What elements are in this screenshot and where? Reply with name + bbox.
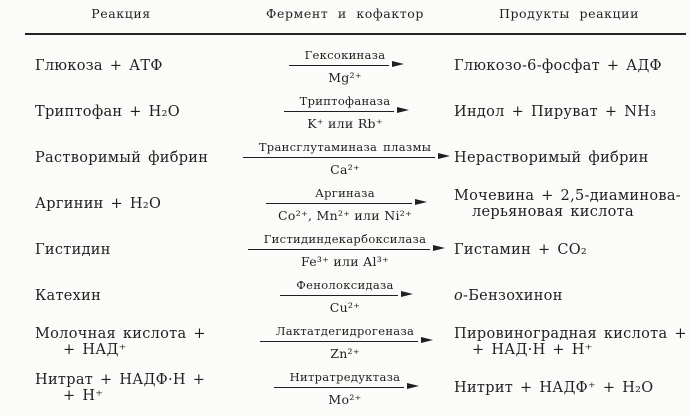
table-row: Глюкоза + АТФ Гексокиназа Mg²⁺ Глюкозо-6… [0,43,690,89]
products-cell: о-Бензохинон [448,288,690,304]
table-row: Молочная кислота + + НАД⁺ Лактатдегидрог… [0,319,690,365]
table-row: Нитрат + НАДФ·Н + + Н⁺ Нитратредуктаза M… [0,365,690,411]
reaction-arrow-icon [280,290,413,297]
products-cell: Нерастворимый фибрин [454,150,649,166]
table-row: Аргинин + H₂O Аргиназа Co²⁺, Mn²⁺ или Ni… [0,181,690,227]
reaction-arrow-icon [247,244,446,251]
products-cell: Индол + Пируват + NH₃ [454,104,657,120]
cofactor: Cu²⁺ [329,299,361,315]
col-header-reaction: Реакция [91,6,151,21]
table-row: Гистидин Гистидиндекарбоксилаза Fe³⁺ или… [0,227,690,273]
enzyme-name: Триптофаназа [299,93,391,108]
reaction-arrow-icon [283,106,410,113]
products-cell: Глюкозо-6-фосфат + АДФ [454,58,662,74]
col-header-enzyme-cofactor: Фермент и кофактор [265,6,425,21]
reaction-cell: Глюкоза + АТФ [35,58,163,74]
enzyme-name: Гистидиндекарбоксилаза [263,231,427,246]
table-row: Растворимый фибрин Трансглутаминаза плаз… [0,135,690,181]
reaction-arrow-icon [273,382,420,389]
reaction-cell: Нитрат + НАДФ·Н + + Н⁺ [35,372,206,404]
reaction-arrow-icon [266,198,427,205]
reaction-arrow-icon [259,336,434,343]
cofactor: Zn²⁺ [330,345,360,361]
reaction-cell: Триптофан + H₂O [35,104,180,120]
reaction-cell: Аргинин + H₂O [35,196,162,212]
reaction-cell: Растворимый фибрин [35,150,209,166]
products-text: -Бензохинон [463,288,563,304]
table-row: Катехин Фенолоксидаза Cu²⁺ о-Бензохинон [0,273,690,319]
enzyme-name: Аргиназа [315,185,375,200]
enzyme-cell: Лактатдегидрогеназа Zn²⁺ [242,324,448,361]
table-row: Триптофан + H₂O Триптофаназа K⁺ или Rb⁺ … [0,89,690,135]
enzyme-cell: Аргиназа Co²⁺, Mn²⁺ или Ni²⁺ [242,186,448,223]
products-cell: Мочевина + 2,5-диаминова- лерьяновая кис… [454,188,681,220]
enzyme-name: Фенолоксидаза [296,277,394,292]
header-divider [25,33,686,35]
enzyme-cell: Трансглутаминаза плазмы Ca²⁺ [242,139,451,177]
col-header-products: Продукты реакции [498,6,640,21]
enzyme-cell: Гексокиназа Mg²⁺ [242,48,448,85]
reaction-arrow-icon [288,60,405,67]
enzyme-cell: Триптофаназа K⁺ или Rb⁺ [242,94,448,131]
enzyme-name: Нитратредуктаза [289,369,401,384]
table-header: Реакция Фермент и кофактор Продукты реак… [0,6,690,21]
reaction-cell: Гистидин [35,242,111,258]
cofactor: Mo²⁺ [328,391,362,407]
cofactor: Ca²⁺ [330,161,360,177]
enzyme-name: Гексокиназа [304,47,386,62]
reaction-cell: Молочная кислота + + НАД⁺ [35,326,206,358]
cofactor: Mg²⁺ [328,69,362,85]
products-cell: Гистамин + CO₂ [454,242,588,258]
enzyme-cell: Нитратредуктаза Mo²⁺ [242,370,448,407]
reaction-arrow-icon [242,152,451,159]
cofactor: Fe³⁺ или Al³⁺ [300,253,390,269]
products-cell: Пировиноградная кислота + + НАД·Н + Н⁺ [454,326,687,358]
cofactor: Co²⁺, Mn²⁺ или Ni²⁺ [278,207,412,223]
enzyme-name: Лактатдегидрогеназа [275,323,415,338]
reaction-cell: Катехин [35,288,102,304]
table-body: Глюкоза + АТФ Гексокиназа Mg²⁺ Глюкозо-6… [0,35,690,411]
cofactor: K⁺ или Rb⁺ [307,115,383,131]
products-cell: Нитрит + НАДФ⁺ + H₂O [454,380,654,396]
products-italic-prefix: о [454,288,464,304]
enzyme-cell: Фенолоксидаза Cu²⁺ [242,278,448,315]
enzyme-name: Трансглутаминаза плазмы [258,139,432,154]
enzyme-cell: Гистидиндекарбоксилаза Fe³⁺ или Al³⁺ [242,232,448,269]
